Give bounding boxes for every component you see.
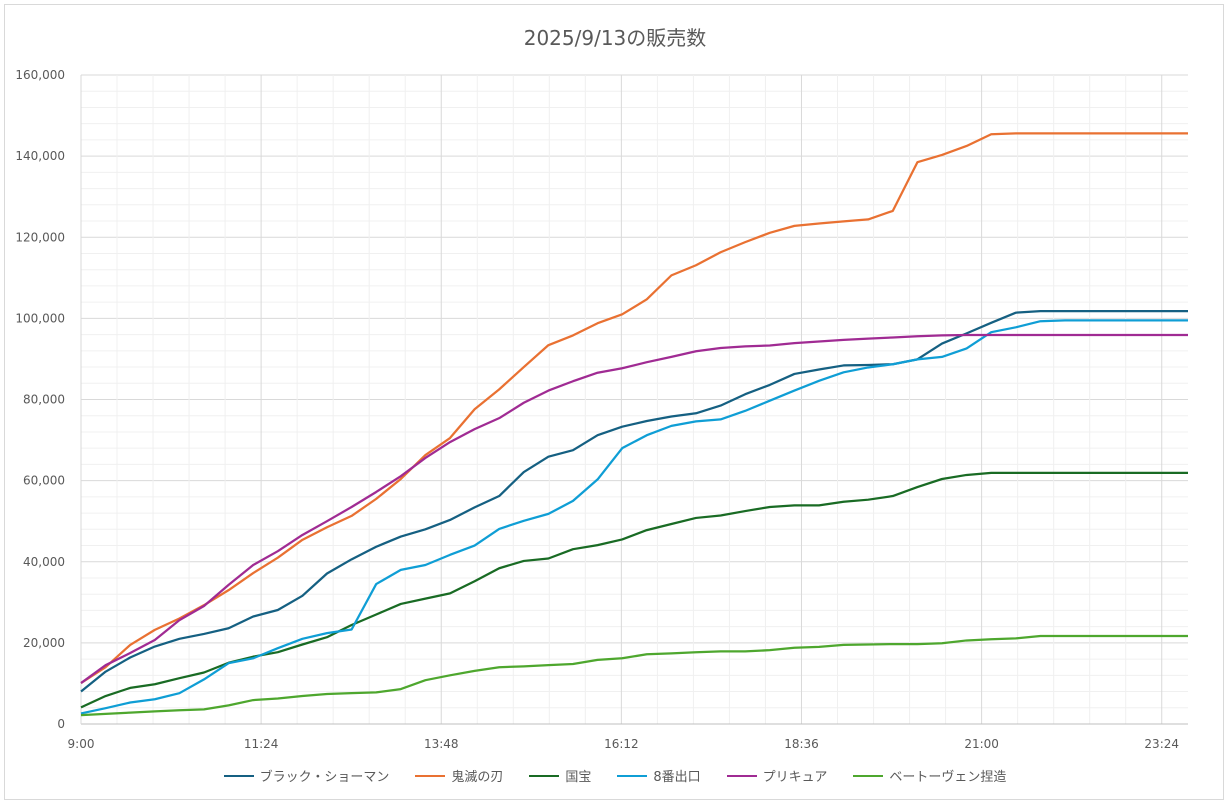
legend-label: ブラック・ショーマン [259,770,390,785]
y-tick-label: 100,000 [15,311,65,325]
y-tick-label: 120,000 [15,230,65,244]
x-tick-label: 11:24 [244,737,279,751]
x-tick-label: 16:12 [604,737,639,751]
legend-item: ブラック・ショーマン [223,766,390,785]
y-tick-label: 80,000 [23,393,65,407]
x-tick-label: 18:36 [784,737,819,751]
y-tick-label: 20,000 [23,636,65,650]
legend-swatch [853,774,884,777]
legend-item: 8番出口 [617,766,701,785]
legend-label: プリキュア [762,770,828,785]
legend-label: 鬼滅の刃 [451,770,504,785]
series-line [80,309,1188,693]
legend-swatch [617,774,648,777]
series-line [80,319,1188,715]
legend-item: 鬼滅の刃 [415,766,503,785]
chart-title: 2025/9/13の販売数 [523,26,707,50]
legend-swatch [726,774,757,777]
y-tick-label: 160,000 [15,68,65,82]
series-line [80,634,1188,717]
chart-legend: ブラック・ショーマン 鬼滅の刃 国宝 8番出口 プリキュア ベートーヴェン捏造 [0,766,1230,785]
legend-item: プリキュア [726,766,828,785]
legend-label: 国宝 [565,770,592,785]
y-tick-label: 40,000 [23,555,65,569]
y-tick-label: 60,000 [23,474,65,488]
y-tick-label: 140,000 [15,149,65,163]
x-tick-label: 9:00 [68,737,95,751]
x-tick-label: 13:48 [424,737,459,751]
x-tick-label: 23:24 [1144,737,1179,751]
chart-frame [4,4,1224,800]
series-line [80,132,1188,684]
legend-label: ベートーヴェン捏造 [889,770,1007,785]
legend-item: 国宝 [529,766,591,785]
legend-swatch [529,774,560,777]
legend-swatch [223,774,254,777]
x-tick-label: 21:00 [964,737,999,751]
legend-swatch [415,774,446,777]
legend-label: 8番出口 [653,770,701,785]
legend-item: ベートーヴェン捏造 [853,766,1006,785]
series-line [80,333,1188,684]
y-tick-label: 0 [57,717,65,731]
series-line [80,471,1188,709]
